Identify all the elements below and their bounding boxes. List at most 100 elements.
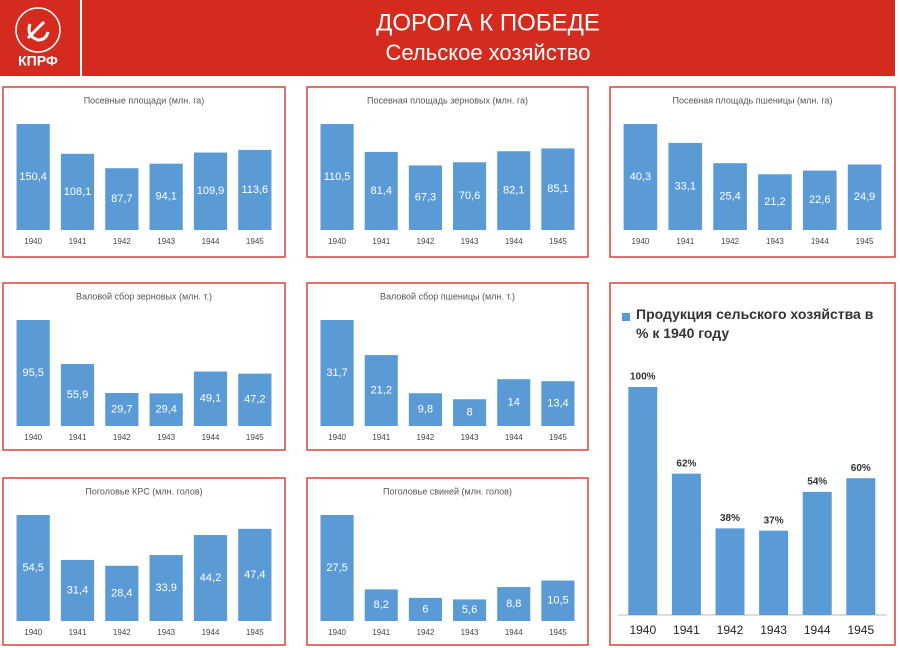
x-tick-label: 1945 bbox=[549, 237, 567, 246]
chart-title: Посевная площадь зерновых (млн. га) bbox=[367, 95, 528, 105]
bar bbox=[364, 355, 398, 426]
bar bbox=[149, 555, 183, 621]
x-tick-label: 1943 bbox=[461, 237, 479, 246]
x-tick-label: 1942 bbox=[721, 237, 739, 246]
x-tick-label: 1942 bbox=[417, 433, 435, 442]
value-label: 38% bbox=[720, 513, 740, 524]
bar bbox=[668, 142, 703, 230]
value-label: 13,4 bbox=[547, 398, 568, 410]
x-tick-label: 1940 bbox=[328, 237, 346, 246]
x-tick-label: 1942 bbox=[717, 623, 744, 637]
value-label: 87,7 bbox=[111, 193, 132, 205]
x-tick-label: 1943 bbox=[157, 628, 175, 637]
value-label: 60% bbox=[851, 463, 871, 474]
value-label: 55,9 bbox=[67, 389, 88, 401]
value-label: 33,9 bbox=[155, 582, 176, 594]
chart-title: Валовой сбор пшеницы (млн. т.) bbox=[380, 291, 515, 301]
chart-title: Поголовье КРС (млн. голов) bbox=[85, 486, 202, 496]
value-label: 70,6 bbox=[459, 190, 480, 202]
bar bbox=[541, 148, 575, 230]
x-tick-label: 1940 bbox=[24, 628, 42, 637]
panel-border bbox=[306, 86, 589, 258]
bar bbox=[802, 170, 837, 230]
panel-border bbox=[609, 86, 896, 258]
x-tick-label: 1941 bbox=[69, 237, 87, 246]
header-bar bbox=[0, 0, 895, 76]
x-tick-label: 1942 bbox=[113, 628, 131, 637]
bar bbox=[364, 589, 398, 621]
value-label: 29,4 bbox=[155, 404, 176, 416]
bar bbox=[16, 515, 50, 621]
bar bbox=[846, 478, 876, 615]
value-label: 8,2 bbox=[374, 599, 389, 611]
value-label: 27,5 bbox=[326, 562, 347, 574]
value-label: 113,6 bbox=[241, 184, 268, 196]
x-tick-label: 1944 bbox=[811, 237, 829, 246]
value-label: 49,1 bbox=[200, 393, 221, 405]
value-label: 14 bbox=[508, 396, 520, 408]
bar bbox=[497, 151, 531, 230]
x-tick-label: 1945 bbox=[847, 623, 874, 637]
x-tick-label: 1941 bbox=[69, 628, 87, 637]
bar bbox=[193, 371, 228, 426]
x-tick-label: 1940 bbox=[328, 433, 346, 442]
value-label: 108,1 bbox=[64, 186, 92, 198]
value-label: 8,8 bbox=[506, 598, 521, 610]
panel-border bbox=[2, 86, 286, 258]
legend-swatch bbox=[622, 313, 630, 321]
value-label: 47,4 bbox=[244, 569, 265, 581]
x-tick-label: 1943 bbox=[766, 237, 784, 246]
value-label: 29,7 bbox=[111, 403, 132, 415]
x-tick-label: 1942 bbox=[417, 628, 435, 637]
x-tick-label: 1944 bbox=[202, 237, 220, 246]
bar bbox=[541, 381, 575, 426]
bar bbox=[802, 491, 832, 615]
logo-text: КПРФ bbox=[18, 53, 58, 69]
legend: Продукция сельского хозяйства в % к 1940… bbox=[636, 306, 874, 341]
value-label: 150,4 bbox=[19, 171, 47, 183]
x-tick-label: 1940 bbox=[328, 628, 346, 637]
bar bbox=[453, 399, 487, 426]
x-tick-label: 1942 bbox=[113, 237, 131, 246]
value-label: 8 bbox=[467, 407, 473, 419]
x-tick-label: 1944 bbox=[202, 433, 220, 442]
chart-title: Поголовье свиней (млн. голов) bbox=[383, 486, 512, 496]
x-tick-label: 1943 bbox=[461, 628, 479, 637]
bar bbox=[320, 124, 354, 230]
bar bbox=[149, 393, 183, 426]
chart-title: Посевная площадь пшеницы (млн. га) bbox=[673, 95, 833, 105]
legend-text: Продукция сельского хозяйства в % к 1940… bbox=[636, 306, 874, 341]
bar bbox=[320, 320, 354, 426]
bar bbox=[715, 528, 745, 615]
x-tick-label: 1941 bbox=[372, 628, 390, 637]
x-tick-label: 1944 bbox=[505, 433, 523, 442]
x-tick-label: 1944 bbox=[202, 628, 220, 637]
x-tick-label: 1943 bbox=[157, 433, 175, 442]
value-label: 94,1 bbox=[155, 191, 176, 203]
value-label: 85,1 bbox=[547, 183, 568, 195]
x-tick-label: 1941 bbox=[372, 237, 390, 246]
value-label: 40,3 bbox=[630, 171, 651, 183]
x-tick-label: 1940 bbox=[24, 237, 42, 246]
bar bbox=[847, 164, 882, 230]
x-tick-label: 1943 bbox=[157, 237, 175, 246]
bar bbox=[453, 599, 487, 621]
x-tick-label: 1942 bbox=[113, 433, 131, 442]
bar bbox=[238, 373, 272, 426]
value-label: 31,4 bbox=[67, 584, 88, 596]
value-label: 54% bbox=[807, 477, 827, 488]
value-label: 5,6 bbox=[462, 604, 477, 616]
value-label: 25,4 bbox=[719, 191, 740, 203]
x-tick-label: 1941 bbox=[372, 433, 390, 442]
panel-border bbox=[2, 282, 286, 451]
bar bbox=[193, 152, 228, 230]
bar bbox=[364, 151, 398, 230]
value-label: 10,5 bbox=[547, 595, 568, 607]
value-label: 33,1 bbox=[675, 180, 696, 192]
bar bbox=[16, 124, 50, 230]
x-tick-label: 1940 bbox=[629, 623, 656, 637]
bar bbox=[60, 363, 95, 426]
value-label: 67,3 bbox=[415, 192, 436, 204]
value-label: 24,9 bbox=[854, 191, 875, 203]
bar bbox=[105, 168, 139, 230]
